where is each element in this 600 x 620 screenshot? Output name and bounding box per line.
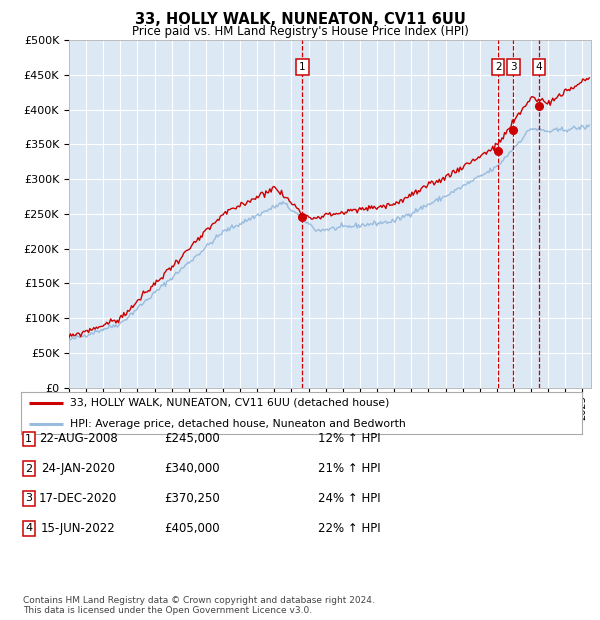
Text: 24% ↑ HPI: 24% ↑ HPI	[318, 492, 380, 505]
Text: 22% ↑ HPI: 22% ↑ HPI	[318, 522, 380, 534]
Text: 3: 3	[25, 494, 32, 503]
Text: 2: 2	[495, 61, 502, 72]
Text: HPI: Average price, detached house, Nuneaton and Bedworth: HPI: Average price, detached house, Nune…	[70, 419, 406, 429]
Text: 22-AUG-2008: 22-AUG-2008	[38, 433, 118, 445]
Text: 17-DEC-2020: 17-DEC-2020	[39, 492, 117, 505]
Text: 24-JAN-2020: 24-JAN-2020	[41, 463, 115, 475]
Text: 2: 2	[25, 464, 32, 474]
Text: £405,000: £405,000	[164, 522, 220, 534]
Text: Price paid vs. HM Land Registry's House Price Index (HPI): Price paid vs. HM Land Registry's House …	[131, 25, 469, 38]
Text: 1: 1	[25, 434, 32, 444]
Text: £245,000: £245,000	[164, 433, 220, 445]
Text: £370,250: £370,250	[164, 492, 220, 505]
Text: 33, HOLLY WALK, NUNEATON, CV11 6UU: 33, HOLLY WALK, NUNEATON, CV11 6UU	[134, 12, 466, 27]
Text: 4: 4	[536, 61, 542, 72]
Text: £340,000: £340,000	[164, 463, 220, 475]
Text: 3: 3	[510, 61, 517, 72]
Text: 15-JUN-2022: 15-JUN-2022	[41, 522, 115, 534]
Text: 12% ↑ HPI: 12% ↑ HPI	[318, 433, 380, 445]
Text: Contains HM Land Registry data © Crown copyright and database right 2024.
This d: Contains HM Land Registry data © Crown c…	[23, 596, 374, 615]
Text: 21% ↑ HPI: 21% ↑ HPI	[318, 463, 380, 475]
Text: 33, HOLLY WALK, NUNEATON, CV11 6UU (detached house): 33, HOLLY WALK, NUNEATON, CV11 6UU (deta…	[70, 398, 390, 408]
Text: 1: 1	[299, 61, 306, 72]
Text: 4: 4	[25, 523, 32, 533]
